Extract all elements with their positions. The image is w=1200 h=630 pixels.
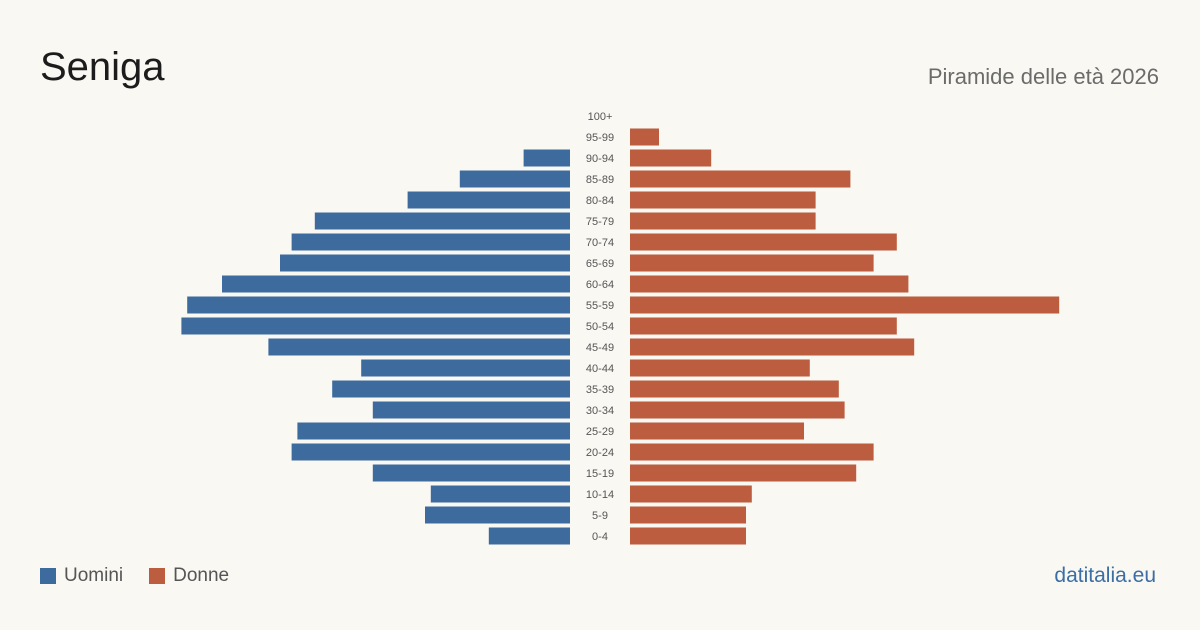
bar-men-65-69 [280, 254, 570, 272]
bar-men-25-29 [297, 422, 570, 440]
bar-men-35-39 [332, 380, 570, 398]
bar-women-70-74 [630, 233, 897, 251]
bar-men-55-59 [187, 296, 570, 314]
chart-subtitle: Piramide delle età 2026 [927, 64, 1159, 89]
bar-women-25-29 [630, 422, 804, 440]
brand-link[interactable]: datitalia.eu [1054, 564, 1156, 587]
age-group-label-30-34: 30-34 [586, 405, 614, 417]
chart-title: Seniga [40, 45, 165, 89]
age-group-label-70-74: 70-74 [586, 237, 614, 249]
bar-women-45-49 [630, 338, 915, 356]
bar-women-0-4 [630, 527, 746, 545]
legend-item-women: Donne [149, 565, 229, 587]
age-group-label-100plus: 100+ [588, 111, 613, 123]
age-group-label-60-64: 60-64 [586, 279, 614, 291]
bar-women-35-39 [630, 380, 839, 398]
bar-women-55-59 [630, 296, 1060, 314]
bar-women-10-14 [630, 485, 752, 503]
age-group-label-15-19: 15-19 [586, 468, 614, 480]
bar-men-30-34 [372, 401, 570, 419]
bar-women-85-89 [630, 170, 851, 188]
age-group-label-10-14: 10-14 [586, 489, 614, 501]
bar-women-75-79 [630, 212, 816, 230]
bar-women-20-24 [630, 443, 874, 461]
age-group-label-0-4: 0-4 [592, 531, 608, 543]
age-group-label-40-44: 40-44 [586, 363, 614, 375]
bar-women-95-99 [630, 128, 659, 146]
bar-men-5-9 [425, 506, 570, 524]
legend-label-men: Uomini [64, 565, 124, 586]
bar-men-80-84 [407, 191, 570, 209]
age-group-label-20-24: 20-24 [586, 447, 614, 459]
bar-women-50-54 [630, 317, 897, 335]
bar-men-75-79 [314, 212, 570, 230]
bar-men-90-94 [523, 149, 570, 167]
legend-label-women: Donne [173, 565, 230, 586]
bar-women-90-94 [630, 149, 712, 167]
bar-men-85-89 [459, 170, 570, 188]
bar-men-70-74 [291, 233, 570, 251]
age-group-label-95-99: 95-99 [586, 132, 614, 144]
age-group-label-90-94: 90-94 [586, 153, 614, 165]
bar-women-15-19 [630, 464, 857, 482]
age-group-label-25-29: 25-29 [586, 426, 614, 438]
age-group-label-65-69: 65-69 [586, 258, 614, 270]
bar-women-30-34 [630, 401, 845, 419]
bar-men-60-64 [222, 275, 570, 293]
bar-men-20-24 [291, 443, 570, 461]
bar-men-45-49 [268, 338, 570, 356]
bar-women-40-44 [630, 359, 810, 377]
age-group-label-35-39: 35-39 [586, 384, 614, 396]
bar-women-5-9 [630, 506, 746, 524]
legend-swatch-women [149, 568, 166, 584]
bar-men-15-19 [372, 464, 570, 482]
age-group-label-85-89: 85-89 [586, 174, 614, 186]
bar-men-0-4 [488, 527, 570, 545]
bar-men-10-14 [430, 485, 570, 503]
legend-swatch-men [40, 568, 56, 584]
legend: Uomini Donne [40, 565, 255, 587]
bar-women-65-69 [630, 254, 874, 272]
age-group-label-55-59: 55-59 [586, 300, 614, 312]
bar-women-80-84 [630, 191, 816, 209]
bar-women-60-64 [630, 275, 909, 293]
age-group-label-45-49: 45-49 [586, 342, 614, 354]
age-group-label-50-54: 50-54 [586, 321, 614, 333]
bar-men-50-54 [181, 317, 570, 335]
legend-item-men: Uomini [40, 565, 123, 587]
age-group-label-80-84: 80-84 [586, 195, 614, 207]
age-group-label-75-79: 75-79 [586, 216, 614, 228]
bar-men-40-44 [361, 359, 570, 377]
age-group-label-5-9: 5-9 [592, 510, 608, 522]
